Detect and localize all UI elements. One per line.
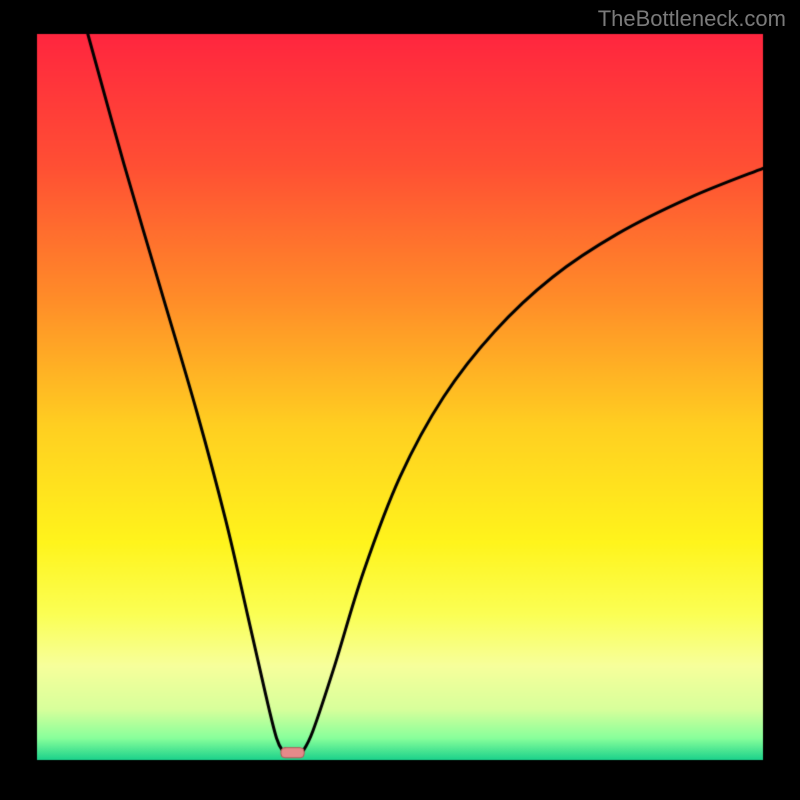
watermark-text: TheBottleneck.com <box>598 6 786 32</box>
figure-container: TheBottleneck.com <box>0 0 800 800</box>
bottleneck-chart-canvas <box>0 0 800 800</box>
